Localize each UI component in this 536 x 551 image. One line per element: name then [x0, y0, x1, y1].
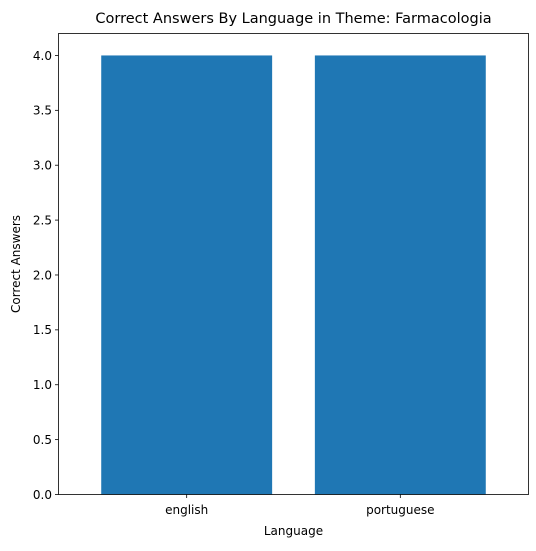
y-tick-label: 1.5	[33, 323, 52, 337]
y-axis-ticks: 0.0 0.5 1.0 1.5 2.0 2.5 3.0 3.5 4.0	[33, 49, 59, 502]
y-tick-label: 2.5	[33, 213, 52, 227]
bar-portuguese	[314, 55, 486, 495]
bars-layer	[101, 55, 486, 495]
y-tick-label: 4.0	[33, 49, 52, 63]
x-tick-label: english	[165, 503, 208, 517]
y-tick-label: 0.5	[33, 433, 52, 447]
x-axis-label: Language	[264, 524, 323, 538]
chart-title: Correct Answers By Language in Theme: Fa…	[95, 11, 491, 27]
plot-frame	[58, 33, 529, 495]
x-axis-ticks: english portuguese	[165, 494, 435, 517]
x-tick-label: portuguese	[366, 503, 434, 517]
y-tick-label: 0.0	[33, 488, 52, 502]
y-axis-label: Correct Answers	[9, 215, 23, 313]
y-tick-label: 3.5	[33, 104, 52, 118]
bar-english	[101, 55, 273, 495]
y-tick-label: 2.0	[33, 268, 52, 282]
y-tick-label: 1.0	[33, 378, 52, 392]
y-tick-label: 3.0	[33, 159, 52, 173]
